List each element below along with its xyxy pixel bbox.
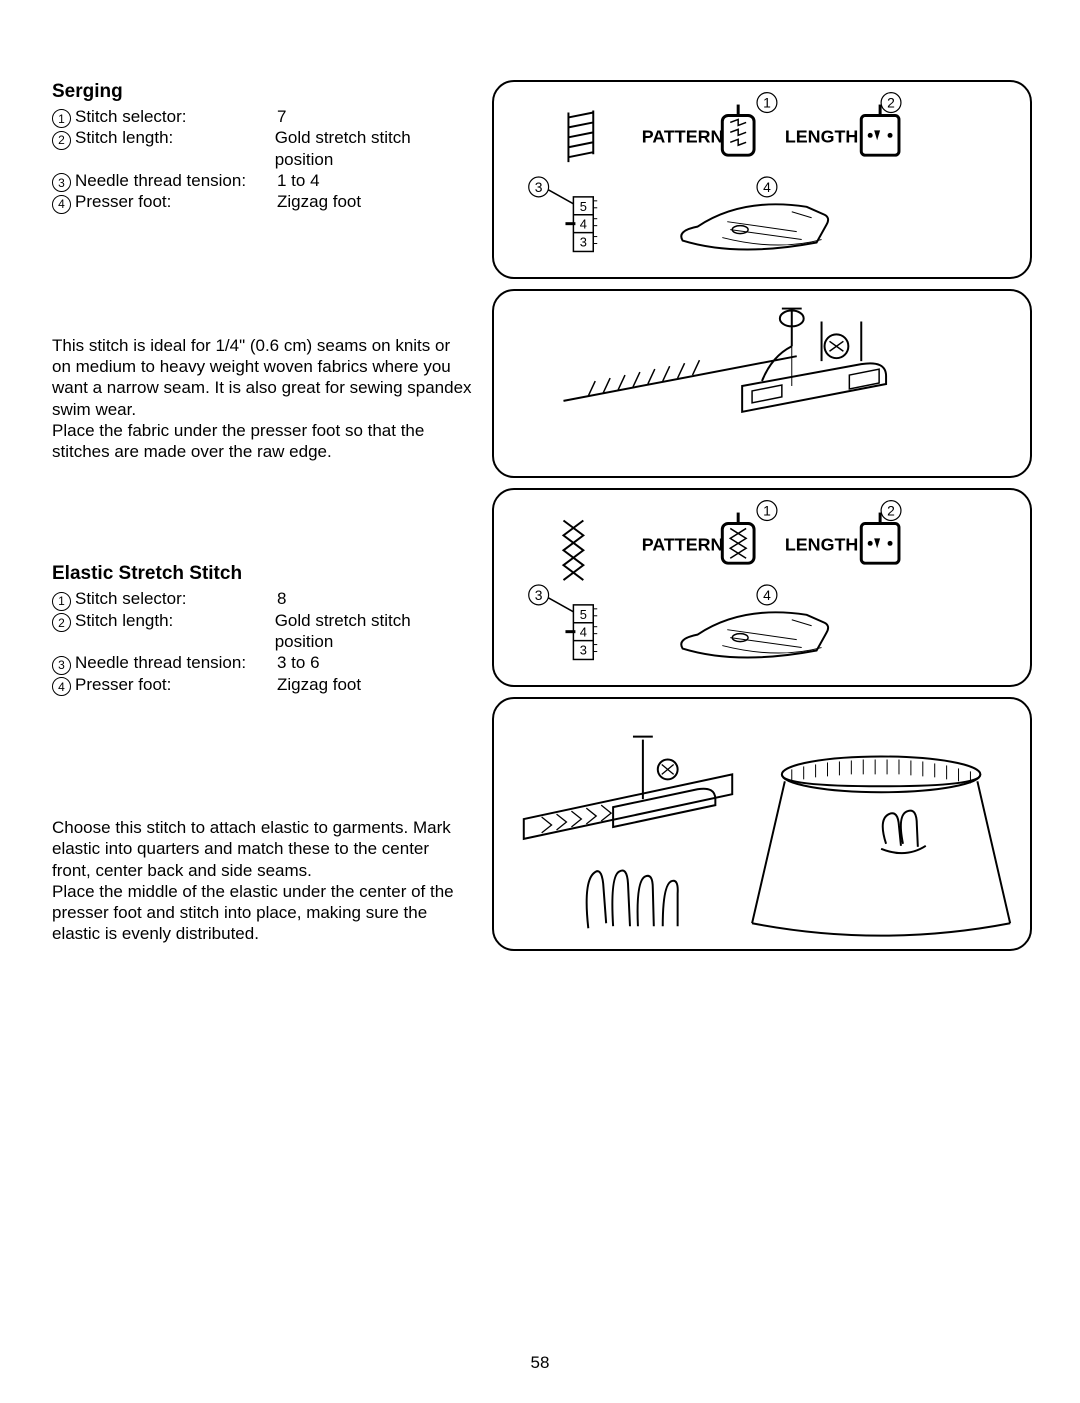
- serging-desc-2: Place the fabric under the presser foot …: [52, 420, 472, 463]
- circled-1b: 1: [52, 592, 71, 611]
- svg-text:5: 5: [580, 199, 587, 214]
- svg-text:4: 4: [763, 587, 771, 603]
- diagram-column: 1 2 3 4 PATTERN: [492, 80, 1032, 951]
- page-number: 58: [0, 1353, 1080, 1373]
- svg-text:3: 3: [580, 643, 587, 658]
- serging-row4-value: Zigzag foot: [277, 191, 361, 213]
- serging-row1-label: Stitch selector:: [75, 106, 187, 127]
- svg-text:LENGTH: LENGTH: [785, 126, 858, 146]
- elastic-row3-label: Needle thread tension:: [75, 652, 246, 673]
- svg-text:3: 3: [535, 179, 543, 195]
- text-column: Serging 1Stitch selector: 7 2Stitch leng…: [52, 80, 472, 951]
- svg-text:PATTERN: PATTERN: [642, 126, 724, 146]
- svg-text:2: 2: [887, 503, 895, 519]
- elastic-row2-value: Gold stretch stitch position: [275, 610, 472, 653]
- elastic-row4-value: Zigzag foot: [277, 674, 361, 696]
- elastic-sewing-panel: [492, 697, 1032, 951]
- svg-text:3: 3: [580, 235, 587, 250]
- circled-1: 1: [52, 109, 71, 128]
- serging-row1-value: 7: [277, 106, 286, 128]
- elastic-desc-2: Place the middle of the elastic under th…: [52, 881, 472, 945]
- svg-text:5: 5: [580, 607, 587, 622]
- svg-text:1: 1: [763, 95, 771, 111]
- elastic-row4-label: Presser foot:: [75, 674, 171, 695]
- svg-text:LENGTH: LENGTH: [785, 534, 858, 554]
- circled-3b: 3: [52, 656, 71, 675]
- serging-sewing-panel: [492, 289, 1032, 478]
- serging-row2-value: Gold stretch stitch position: [275, 127, 472, 170]
- svg-text:2: 2: [887, 95, 895, 111]
- elastic-row1-value: 8: [277, 588, 286, 610]
- circled-2: 2: [52, 131, 71, 150]
- circled-4b: 4: [52, 677, 71, 696]
- elastic-row1-label: Stitch selector:: [75, 588, 187, 609]
- circled-2b: 2: [52, 613, 71, 632]
- serging-row3-label: Needle thread tension:: [75, 170, 246, 191]
- elastic-row3-value: 3 to 6: [277, 652, 320, 674]
- serging-title: Serging: [52, 80, 472, 104]
- svg-text:PATTERN: PATTERN: [642, 534, 724, 554]
- serging-desc-1: This stitch is ideal for 1/4" (0.6 cm) s…: [52, 335, 472, 420]
- elastic-settings-panel: 1 2 3 4 PATTERN: [492, 488, 1032, 687]
- serging-row2-label: Stitch length:: [75, 127, 173, 148]
- serging-row4-label: Presser foot:: [75, 191, 171, 212]
- svg-text:3: 3: [535, 587, 543, 603]
- elastic-desc-1: Choose this stitch to attach elastic to …: [52, 817, 472, 881]
- serging-row3-value: 1 to 4: [277, 170, 320, 192]
- circled-3: 3: [52, 173, 71, 192]
- svg-text:4: 4: [763, 179, 771, 195]
- svg-text:4: 4: [580, 625, 587, 640]
- svg-text:4: 4: [580, 217, 587, 232]
- elastic-row2-label: Stitch length:: [75, 610, 173, 631]
- serging-settings-panel: 1 2 3 4 PATTERN: [492, 80, 1032, 279]
- elastic-title: Elastic Stretch Stitch: [52, 562, 472, 586]
- circled-4: 4: [52, 195, 71, 214]
- svg-text:1: 1: [763, 503, 771, 519]
